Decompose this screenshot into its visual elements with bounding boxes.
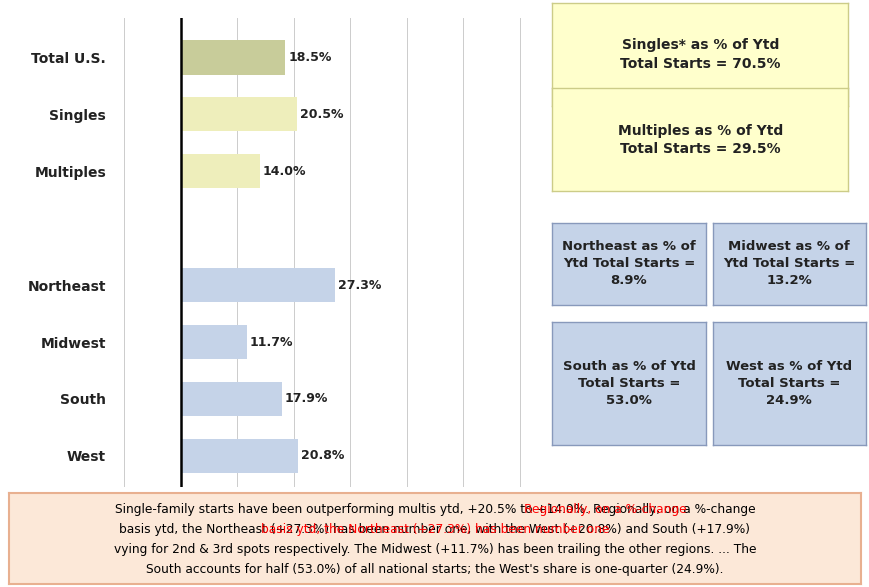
Text: West as % of Ytd
Total Starts =
24.9%: West as % of Ytd Total Starts = 24.9%	[726, 360, 851, 407]
Bar	[181, 439, 298, 473]
Bar	[181, 382, 282, 416]
Bar	[181, 41, 285, 75]
Text: basis ytd, the Northeast (+27.3%) has been number one: basis ytd, the Northeast (+27.3%) has be…	[261, 523, 608, 536]
Bar	[181, 268, 335, 302]
Text: 17.9%: 17.9%	[284, 393, 328, 406]
Bar	[181, 325, 247, 359]
Text: South as % of Ytd
Total Starts =
53.0%: South as % of Ytd Total Starts = 53.0%	[562, 360, 694, 407]
Text: 27.3%: 27.3%	[337, 279, 381, 292]
Text: Singles* as % of Ytd
Total Starts = 70.5%: Singles* as % of Ytd Total Starts = 70.5…	[620, 38, 779, 70]
Text: Single-family starts have been outperforming multis ytd, +20.5% to +14.0%. Regio: Single-family starts have been outperfor…	[115, 503, 754, 516]
Text: Northeast as % of
Ytd Total Starts =
8.9%: Northeast as % of Ytd Total Starts = 8.9…	[561, 240, 695, 287]
Bar	[181, 97, 296, 131]
Text: 18.5%: 18.5%	[288, 51, 331, 64]
Text: basis ytd, the Northeast (+27.3%) has been number one, with the West (+20.8%) an: basis ytd, the Northeast (+27.3%) has be…	[119, 523, 750, 536]
Text: Multiples as % of Ytd
Total Starts = 29.5%: Multiples as % of Ytd Total Starts = 29.…	[617, 124, 782, 156]
Text: 20.5%: 20.5%	[299, 108, 342, 121]
Text: South accounts for half (53.0%) of all national starts; the West's share is one-: South accounts for half (53.0%) of all n…	[146, 563, 723, 576]
Text: Regionally, on a %-change: Regionally, on a %-change	[183, 503, 686, 516]
Bar	[181, 154, 260, 188]
X-axis label: Ytd % Change: Ytd % Change	[270, 512, 390, 527]
Text: vying for 2nd & 3rd spots respectively. The Midwest (+11.7%) has been trailing t: vying for 2nd & 3rd spots respectively. …	[114, 543, 755, 556]
Text: Midwest as % of
Ytd Total Starts =
13.2%: Midwest as % of Ytd Total Starts = 13.2%	[722, 240, 854, 287]
Text: 11.7%: 11.7%	[249, 336, 293, 349]
Text: 14.0%: 14.0%	[262, 165, 306, 178]
Text: 20.8%: 20.8%	[301, 450, 344, 463]
